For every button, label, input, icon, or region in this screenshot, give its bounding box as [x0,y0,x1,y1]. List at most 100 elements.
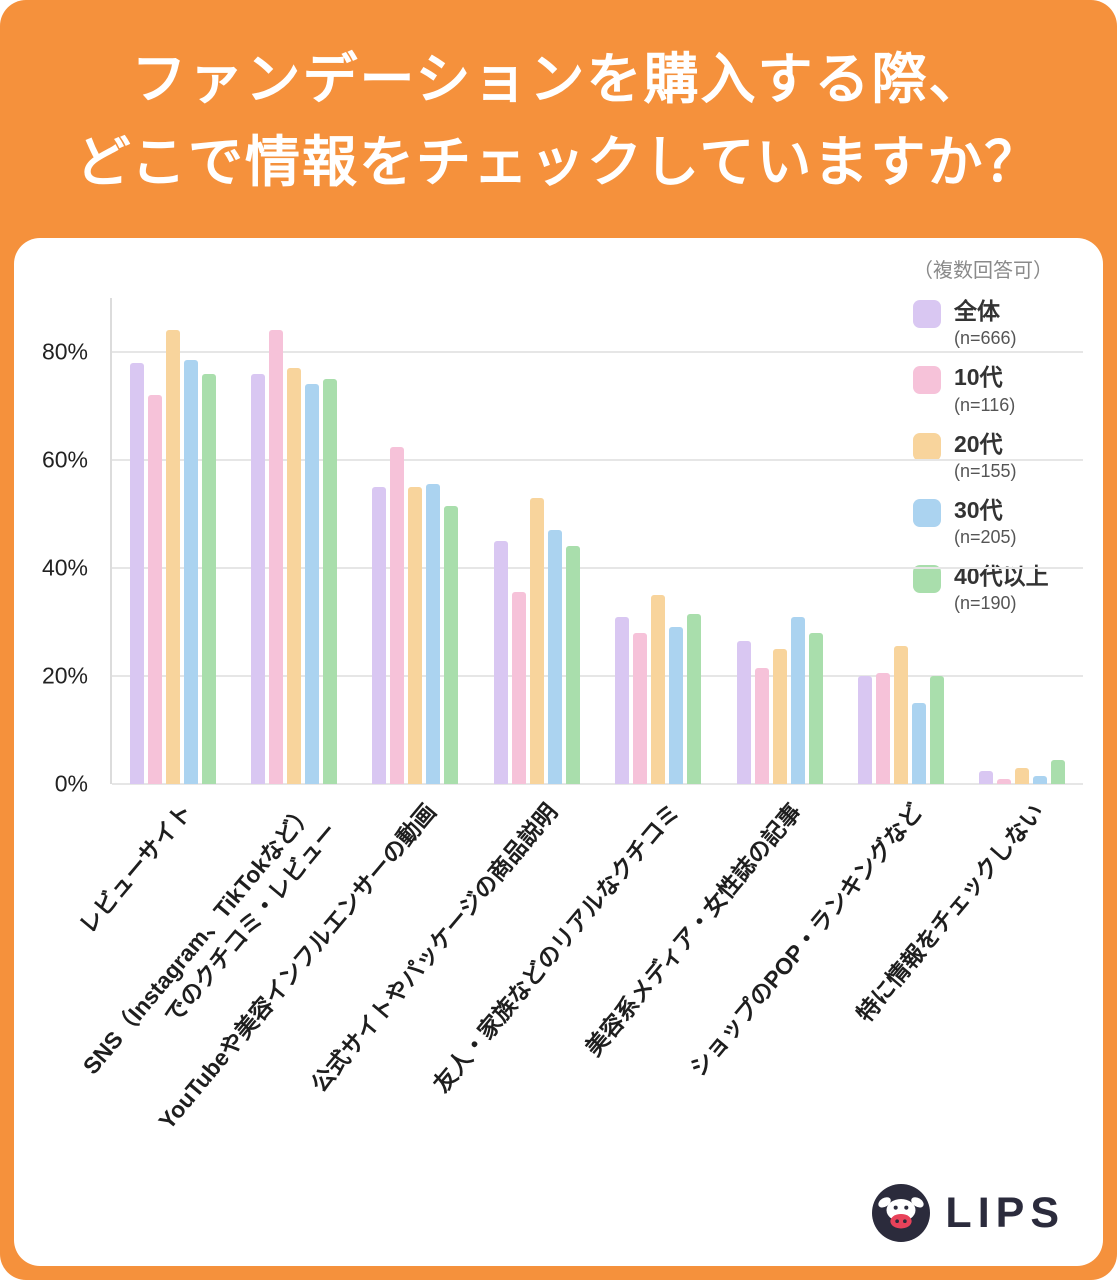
page-title: ファンデーションを購入する際、 どこで情報をチェックしていますか？ [0,0,1117,203]
bar-40代以上 [1051,759,1066,784]
legend-n-count: (n=116) [954,394,1016,415]
bar-group [355,298,476,784]
brand-footer: LIPS [872,1184,1065,1242]
bar-10代 [147,395,162,784]
legend-n-count: (n=205) [954,527,1017,548]
category-label-line: レビューサイト [74,798,198,939]
bar-40代以上 [929,676,944,784]
bar-全体 [129,362,144,784]
category-label-line: 美容系メディア・女性誌の記事 [579,798,806,1061]
legend-n-count: (n=190) [954,593,1017,614]
bar-40代以上 [201,373,216,784]
bar-10代 [269,330,284,784]
bar-30代 [547,530,562,784]
gridline [112,351,1083,353]
bar-全体 [857,676,872,784]
bar-20代 [1015,767,1030,784]
legend-text: 10代 (n=116) [954,364,1016,415]
legend-swatch [913,565,941,594]
bar-30代 [911,703,926,784]
bar-group [233,298,354,784]
bar-20代 [287,368,302,784]
legend-item: 10代 (n=116) [913,364,1079,415]
category-label-line: 公式サイトやパッケージの商品説明 [306,798,563,1097]
bar-30代 [305,384,320,784]
bar-20代 [893,646,908,784]
bar-20代 [165,330,180,784]
chart-card: （複数回答可） 全体 (n=666) 10代 (n=116) 20代 (n=155) 30代… [14,238,1103,1266]
y-tick-label: 80% [41,338,88,365]
bar-10代 [633,632,648,784]
category-label: 美容系メディア・女性誌の記事 [579,798,808,1063]
legend-item: 20代 (n=155) [913,430,1079,482]
bar-20代 [651,595,666,784]
gridline [112,459,1083,462]
bar-10代 [390,446,405,784]
category-label-line: SNS（Instagram、TikTokなど） [77,798,320,1080]
gridline [112,783,1083,785]
plot-area [110,298,1083,785]
bar-20代 [408,487,423,784]
title-line-1: ファンデーションを購入する際、 [131,48,986,110]
legend-item: 30代 (n=205) [913,496,1079,548]
header: ファンデーションを購入する際、 どこで情報をチェックしていますか？ [0,0,1117,238]
bar-全体 [615,616,630,784]
bar-30代 [790,616,805,784]
x-labels: レビューサイト SNS（Instagram、TikTokなど） でのクチコミ・レビュ… [74,790,1083,1230]
legend-n-count: (n=155) [954,460,1017,481]
y-tick-label: 60% [41,446,88,473]
bar-40代以上 [565,546,580,784]
bar-30代 [183,360,198,784]
legend-label: 全体 [954,298,1000,324]
y-axis: 0% 20% 40% 60% 80% [14,298,102,797]
bar-groups [112,298,1083,784]
legend-item: 全体 (n=666) [913,298,1079,349]
bar-10代 [875,673,890,784]
bar-全体 [979,770,994,784]
bar-group [476,298,597,784]
legend-label: 20代 [954,430,1003,457]
title-line-2: どこで情報をチェックしていますか？ [75,130,1042,193]
bar-group [719,298,840,784]
bar-30代 [426,484,441,784]
legend-label: 10代 [954,364,1003,391]
bar-40代以上 [323,379,338,784]
legend-swatch [913,366,941,395]
y-tick-label: 0% [54,770,88,797]
y-tick-label: 20% [41,662,88,689]
bar-全体 [372,487,387,784]
bar-全体 [736,640,751,784]
legend: （複数回答可） 全体 (n=666) 10代 (n=116) 20代 (n=155) 30代… [913,254,1079,630]
legend-n-count: (n=666) [954,328,1017,349]
gridline [112,675,1083,677]
lips-logo-icon [872,1184,931,1242]
bar-全体 [251,373,266,784]
bar-group [962,298,1083,784]
legend-label: 30代 [954,496,1003,523]
bar-40代以上 [808,632,823,784]
legend-items: 全体 (n=666) 10代 (n=116) 20代 (n=155) 30代 (n=205) 4… [913,298,1079,614]
bar-group [598,298,719,784]
bar-10代 [754,667,769,784]
legend-swatch [913,300,941,328]
brand-name: LIPS [945,1188,1065,1237]
category-label-line: 友人・家族などのリアルなクチコミ [427,798,684,1098]
category-label: 友人・家族などのリアルなクチコミ [427,798,686,1099]
bar-30代 [669,627,684,784]
category-label: ショップのPOP・ランキングなど [684,798,930,1083]
bar-10代 [511,592,526,784]
legend-text: 全体 (n=666) [954,298,1017,349]
legend-note: （複数回答可） [913,260,1053,282]
bar-20代 [772,649,787,784]
legend-text: 20代 (n=155) [954,430,1017,482]
y-tick-label: 40% [41,554,88,581]
legend-swatch [913,498,941,527]
bar-40代以上 [687,613,702,784]
legend-text: 30代 (n=205) [954,496,1017,548]
bar-group [840,298,961,784]
legend-swatch [913,432,941,461]
bar-group [112,298,233,784]
category-label-line: ショップのPOP・ランキングなど [684,798,928,1082]
gridline [112,567,1083,569]
bar-30代 [1033,775,1048,784]
